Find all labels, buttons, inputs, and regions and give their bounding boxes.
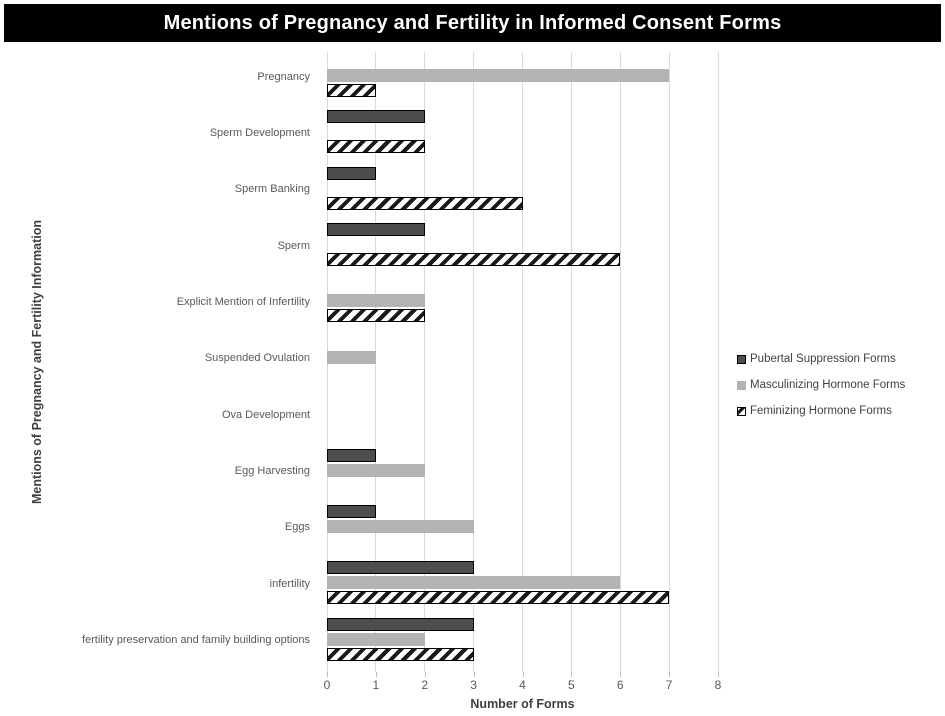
gridline-x-7 (668, 52, 670, 672)
x-tick-mark (571, 672, 573, 677)
category-label: Suspended Ovulation (204, 352, 310, 365)
legend-marker-icon (737, 354, 746, 364)
bar-pubertal-suppression-forms-sperm-development (327, 110, 425, 124)
gridline-x-1 (375, 52, 377, 672)
category-label: infertility (269, 577, 310, 590)
category-label: Ova Development (221, 408, 310, 421)
category-label: Pregnancy (257, 70, 310, 83)
legend-marker-icon (737, 380, 746, 390)
x-tick-label: 0 (323, 678, 331, 692)
category-label: Sperm Development (209, 126, 310, 139)
legend: Pubertal Suppression Forms Masculinizing … (737, 346, 905, 424)
bar-feminizing-hormone-forms-explicit-mention-of-infertility (327, 309, 425, 323)
legend-label: Pubertal Suppression Forms (750, 353, 896, 365)
x-axis-title: Number of Forms (470, 697, 575, 711)
bar-masculinizing-hormone-forms-eggs (327, 519, 474, 533)
x-tick-mark (327, 672, 328, 677)
x-tick-label: 3 (470, 678, 477, 692)
bar-masculinizing-hormone-forms-explicit-mention-of-infertility (327, 294, 425, 308)
plot-area (326, 52, 719, 672)
bar-masculinizing-hormone-forms-pregnancy (327, 69, 670, 82)
bar-feminizing-hormone-forms-sperm-banking (327, 196, 523, 210)
category-label: Sperm (277, 239, 310, 252)
bar-feminizing-hormone-forms-sperm-development (327, 140, 425, 154)
gridline-x-3 (473, 52, 475, 672)
gridline-x-8 (717, 52, 719, 672)
x-tick-mark (620, 672, 622, 677)
x-tick-label: 1 (372, 678, 380, 692)
bar-pubertal-suppression-forms-sperm-banking (327, 166, 376, 180)
bar-masculinizing-hormone-forms-suspended-ovulation (327, 350, 376, 364)
category-label: Egg Harvesting (234, 465, 310, 478)
gridline-x-4 (522, 52, 523, 672)
bar-pubertal-suppression-forms-fertility-preservation-and-family-building-options (327, 617, 474, 631)
gridline-x-5 (570, 52, 572, 672)
category-label: Eggs (284, 521, 310, 534)
bar-feminizing-hormone-forms-pregnancy (327, 84, 376, 97)
bar-masculinizing-hormone-forms-egg-harvesting (327, 463, 425, 477)
bar-feminizing-hormone-forms-infertility (327, 591, 670, 605)
x-tick-label: 2 (421, 678, 429, 692)
bar-feminizing-hormone-forms-sperm (327, 253, 621, 267)
x-tick-label: 6 (616, 678, 624, 692)
x-tick-label: 8 (714, 678, 722, 692)
x-tick-mark (718, 672, 719, 677)
bar-pubertal-suppression-forms-egg-harvesting (327, 448, 376, 462)
legend-marker-icon (737, 406, 746, 416)
x-tick-mark (375, 672, 377, 677)
category-label: Sperm Banking (234, 183, 310, 196)
chart-title: Mentions of Pregnancy and Fertility in I… (4, 4, 941, 42)
gridline-x-6 (619, 52, 621, 672)
x-tick-mark (424, 672, 426, 677)
bar-masculinizing-hormone-forms-fertility-preservation-and-family-building-options (327, 632, 425, 646)
category-label: fertility preservation and family buildi… (81, 634, 310, 647)
bar-pubertal-suppression-forms-infertility (327, 561, 474, 575)
bar-masculinizing-hormone-forms-infertility (327, 576, 621, 590)
bar-pubertal-suppression-forms-sperm (327, 223, 425, 237)
bar-pubertal-suppression-forms-eggs (327, 504, 376, 518)
x-tick-label: 5 (568, 678, 575, 692)
x-tick-mark (669, 672, 671, 677)
legend-label: Feminizing Hormone Forms (750, 405, 892, 417)
legend-item-pubertal-suppression-forms: Pubertal Suppression Forms (737, 346, 905, 372)
x-tick-mark (473, 672, 475, 677)
x-tick-label: 7 (665, 678, 673, 692)
category-axis-labels: Pregnancy Sperm Development Sperm Banking S… (0, 52, 319, 672)
category-label: Explicit Mention of Infertility (176, 295, 310, 308)
legend-item-feminizing-hormone-forms: Feminizing Hormone Forms (737, 398, 905, 424)
x-tick-label: 4 (519, 678, 526, 692)
legend-item-masculinizing-hormone-forms: Masculinizing Hormone Forms (737, 372, 905, 398)
legend-label: Masculinizing Hormone Forms (750, 379, 906, 391)
bar-feminizing-hormone-forms-fertility-preservation-and-family-building-options (327, 647, 474, 661)
gridline-x-2 (424, 52, 426, 672)
x-tick-mark (522, 672, 524, 677)
